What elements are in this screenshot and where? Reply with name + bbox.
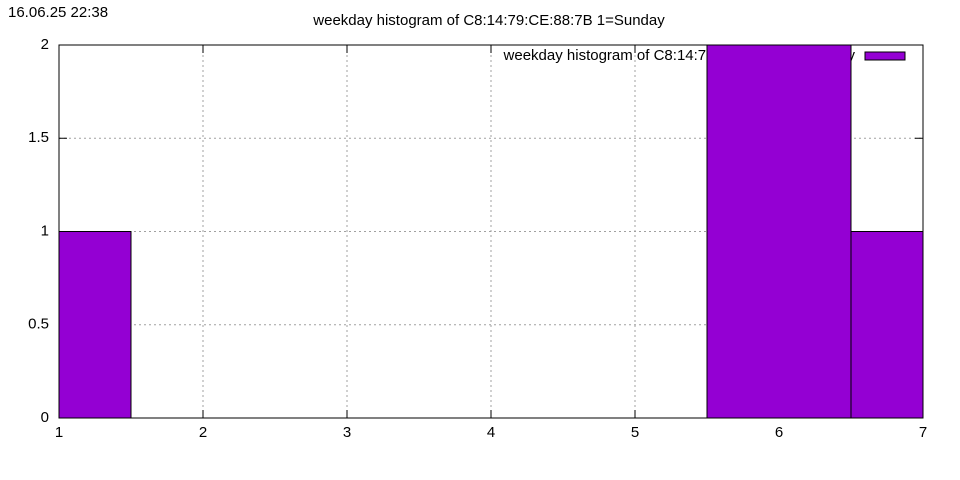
bar — [706, 45, 852, 418]
x-tick-label: 3 — [343, 424, 351, 441]
y-tick-label: 1 — [41, 222, 49, 239]
x-tick-label: 4 — [487, 424, 495, 441]
y-tick-label: 2 — [41, 36, 49, 53]
x-tick-label: 6 — [775, 424, 783, 441]
legend-swatch — [864, 51, 906, 61]
plot-border — [58, 44, 924, 419]
bar — [850, 231, 923, 418]
bar — [59, 231, 132, 418]
chart-title: weekday histogram of C8:14:79:CE:88:7B 1… — [312, 12, 665, 29]
x-tick-label: 2 — [199, 424, 207, 441]
y-tick-label: 0.5 — [28, 316, 49, 333]
y-tick-label: 0 — [41, 409, 49, 426]
x-tick-label: 1 — [55, 424, 63, 441]
x-tick-label: 5 — [631, 424, 639, 441]
y-tick-label: 1.5 — [28, 129, 49, 146]
timestamp: 16.06.25 22:38 — [8, 4, 108, 21]
x-tick-label: 7 — [919, 424, 927, 441]
bars — [59, 45, 923, 418]
